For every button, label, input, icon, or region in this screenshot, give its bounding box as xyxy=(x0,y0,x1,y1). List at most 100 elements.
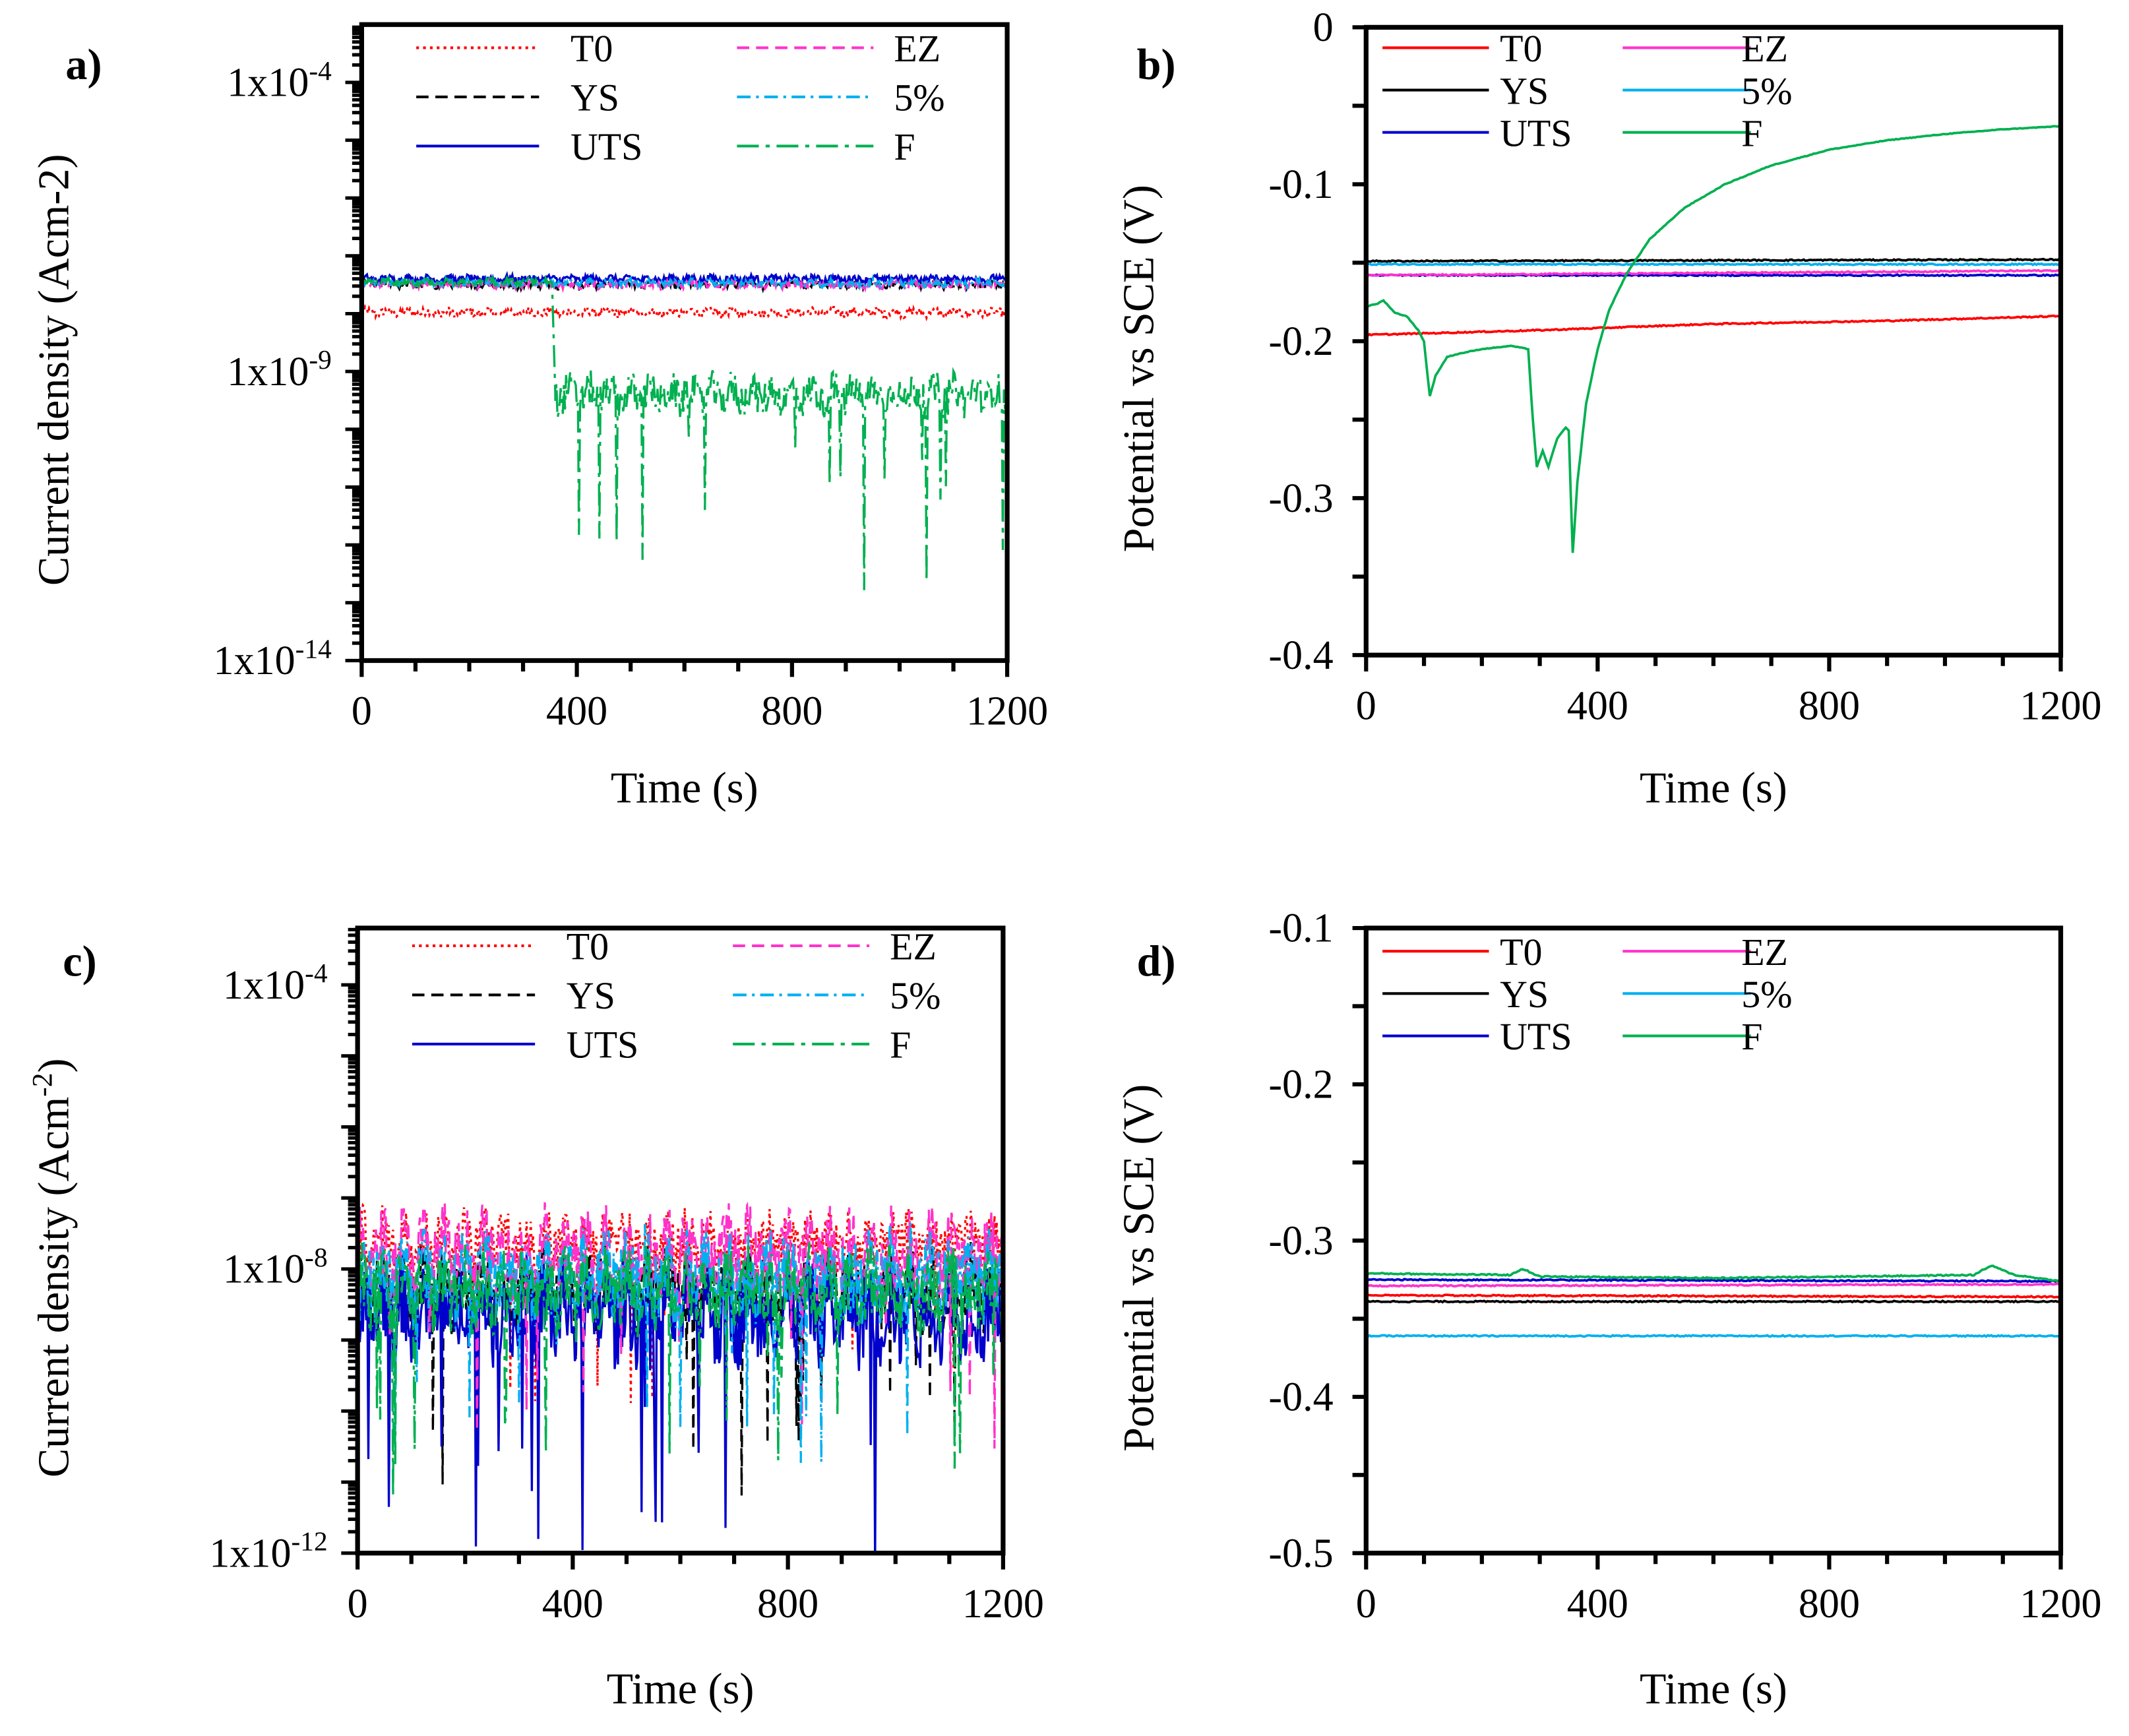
y-tick-label-base: 1x10 xyxy=(214,638,295,683)
x-tick-label: 800 xyxy=(761,689,822,734)
legend-label: T0 xyxy=(1500,931,1542,974)
series-line-f xyxy=(1366,125,2061,553)
y-tick-label-exponent: -8 xyxy=(305,1242,327,1272)
legend-item: F xyxy=(737,125,915,168)
legend-item: YS xyxy=(1382,69,1549,112)
legend-item: 5% xyxy=(1622,973,1793,1016)
series-line-5pct xyxy=(1366,1334,2061,1338)
legend-label: UTS xyxy=(1500,1015,1572,1058)
x-tick-label: 0 xyxy=(348,1582,368,1627)
legend-label: UTS xyxy=(571,125,642,168)
legend-label: F xyxy=(1741,111,1762,154)
legend-item: YS xyxy=(416,77,619,119)
y-tick-label-exponent: -9 xyxy=(309,344,331,375)
y-axis-title-superscript: -2 xyxy=(27,1073,59,1097)
y-tick-label: -0.4 xyxy=(1268,1375,1333,1420)
legend-label: 5% xyxy=(1741,973,1792,1016)
x-tick-label: 400 xyxy=(1567,1582,1628,1627)
legend-item: 5% xyxy=(733,974,941,1017)
legend-item: EZ xyxy=(1622,27,1788,70)
y-tick-label: -0.4 xyxy=(1268,633,1333,678)
y-tick-label: 1x10-4 xyxy=(223,958,328,1008)
y-axis-title: Potential vs SCE (V) xyxy=(1115,185,1163,552)
plot-frame xyxy=(359,22,1010,664)
legend-label: EZ xyxy=(1741,931,1788,974)
y-axis-title-close: ) xyxy=(30,1058,78,1072)
legend: T0 YS UTS EZ 5% F xyxy=(412,925,941,1067)
x-tick-label: 1200 xyxy=(2020,683,2101,728)
series-group xyxy=(1366,1264,2061,1338)
y-tick-label: -0.1 xyxy=(1268,162,1333,207)
series-line-ez xyxy=(1366,1282,2061,1288)
legend-item: UTS xyxy=(1382,1015,1572,1058)
x-tick-label: 1200 xyxy=(2020,1582,2101,1627)
y-tick-label-base: 1x10 xyxy=(223,963,305,1008)
series-group xyxy=(357,1201,1003,1553)
y-tick-label-base: 1x10 xyxy=(209,1531,291,1576)
x-tick-label: 800 xyxy=(757,1582,818,1627)
x-axis-title: Time (s) xyxy=(1640,1665,1787,1713)
legend-label: UTS xyxy=(567,1024,638,1067)
y-tick-label: -0.5 xyxy=(1268,1531,1333,1576)
series-line-t0 xyxy=(361,303,1008,323)
y-axis-title: Potential vs SCE (V) xyxy=(1115,1084,1163,1452)
y-tick-label: 0 xyxy=(1313,5,1334,50)
legend-item: EZ xyxy=(1622,931,1788,974)
legend-label: YS xyxy=(567,974,615,1017)
y-tick-label-exponent: -12 xyxy=(291,1526,327,1557)
legend-item: T0 xyxy=(412,925,609,968)
x-axis-title: Time (s) xyxy=(611,764,758,813)
y-tick-label: 1x10-14 xyxy=(214,633,332,683)
legend-item: T0 xyxy=(1382,27,1542,70)
legend-item: UTS xyxy=(1382,111,1572,154)
panel-label: b) xyxy=(1137,41,1176,89)
legend: T0 YS UTS EZ 5% F xyxy=(416,27,945,168)
panel-label: d) xyxy=(1137,937,1176,985)
legend-label: T0 xyxy=(571,27,613,70)
series-line-t0 xyxy=(1366,1293,2061,1299)
y-axis-title: Current density (Acm-2) xyxy=(27,1058,78,1477)
legend-item: EZ xyxy=(733,925,937,968)
y-tick-label: -0.2 xyxy=(1268,319,1333,364)
legend-item: EZ xyxy=(737,27,941,70)
series-line-uts xyxy=(1366,1278,2061,1284)
y-tick-label: -0.3 xyxy=(1268,476,1333,521)
legend-label: T0 xyxy=(1500,27,1542,70)
legend-item: T0 xyxy=(416,27,613,70)
legend-item: YS xyxy=(1382,973,1549,1016)
series-line-t0 xyxy=(1366,314,2061,337)
x-tick-label: 800 xyxy=(1799,683,1860,728)
plot-frame xyxy=(1363,925,2064,1556)
series-line-5pct xyxy=(357,1222,1003,1463)
legend-label: EZ xyxy=(894,27,941,70)
y-axis-title-text: Current density (Acm xyxy=(30,1097,78,1477)
series-line-f xyxy=(361,274,1008,590)
legend-label: EZ xyxy=(890,925,937,968)
series-line-f xyxy=(357,1242,1003,1497)
y-tick-label: -0.2 xyxy=(1268,1063,1333,1107)
legend-label: 5% xyxy=(890,974,941,1017)
y-tick-label-base: 1x10 xyxy=(227,350,309,394)
x-axis-title: Time (s) xyxy=(607,1665,755,1713)
legend-label: EZ xyxy=(1741,27,1788,70)
legend-label: F xyxy=(894,125,915,168)
y-tick-label: 1x10-9 xyxy=(227,344,332,394)
y-tick-label-exponent: -14 xyxy=(295,633,332,664)
legend-label: YS xyxy=(1500,973,1549,1016)
x-tick-label: 400 xyxy=(1567,683,1628,728)
x-tick-label: 800 xyxy=(1799,1582,1860,1627)
legend-label: F xyxy=(1741,1015,1762,1058)
legend-item: 5% xyxy=(737,77,945,119)
x-tick-label: 0 xyxy=(352,689,372,734)
legend-item: UTS xyxy=(412,1024,638,1067)
series-line-5pct xyxy=(1366,262,2061,266)
legend-item: F xyxy=(733,1024,911,1067)
y-tick-label: -0.3 xyxy=(1268,1219,1333,1264)
x-tick-label: 400 xyxy=(546,689,607,734)
legend-item: F xyxy=(1622,1015,1763,1058)
